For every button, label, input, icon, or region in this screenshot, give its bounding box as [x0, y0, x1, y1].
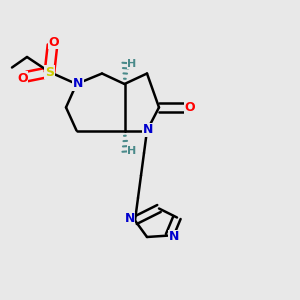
- Text: H: H: [128, 58, 136, 69]
- Text: O: O: [49, 35, 59, 49]
- Text: N: N: [143, 123, 153, 136]
- Text: H: H: [128, 146, 136, 156]
- Text: S: S: [45, 65, 54, 79]
- Text: N: N: [124, 212, 135, 226]
- Text: N: N: [169, 230, 179, 244]
- Text: O: O: [184, 101, 195, 114]
- Text: N: N: [73, 77, 83, 90]
- Text: O: O: [17, 71, 28, 85]
